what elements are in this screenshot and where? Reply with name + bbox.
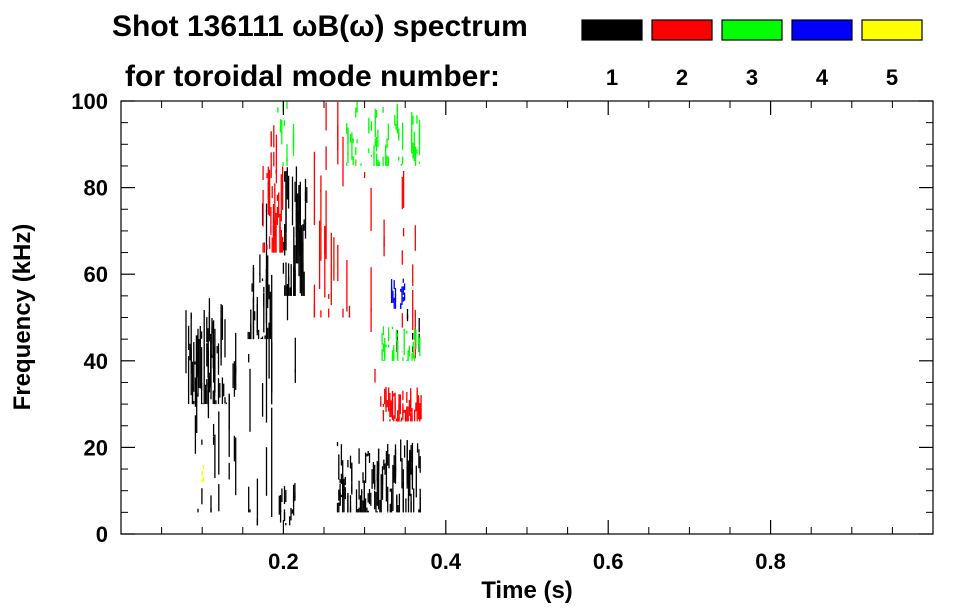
x-tick-label: 0.8 (755, 549, 786, 574)
axes: 0.2 0.4 0.6 0.8 0 20 40 60 80 100 (71, 89, 933, 574)
y-axis-label: Frequency (kHz) (9, 224, 36, 411)
legend-swatch-2 (651, 19, 713, 41)
series-n=1 (185, 166, 421, 526)
y-tick-label: 60 (84, 262, 108, 287)
legend-label-5: 5 (886, 65, 898, 90)
series-n=2 (262, 102, 422, 422)
x-axis-label: Time (s) (481, 577, 573, 604)
legend-label-4: 4 (816, 65, 829, 90)
legend-swatch-1 (581, 19, 643, 41)
plot-frame (120, 100, 934, 535)
legend-swatch-3 (721, 19, 783, 41)
legend-label-3: 3 (746, 65, 758, 90)
x-tick-label: 0.6 (593, 549, 624, 574)
legend: 1 2 3 4 5 (581, 19, 923, 90)
series-n=4 (390, 278, 406, 309)
legend-swatch-4 (791, 19, 853, 41)
y-tick-label: 80 (84, 176, 108, 201)
chart-title-line1: Shot 136111 ωB(ω) spectrum (112, 10, 528, 43)
legend-label-1: 1 (606, 65, 618, 90)
x-tick-label: 0.2 (268, 549, 299, 574)
spectrum-data (185, 101, 422, 526)
y-tick-label: 40 (84, 349, 108, 374)
y-tick-label: 0 (96, 522, 108, 547)
x-tick-label: 0.4 (431, 549, 462, 574)
legend-swatch-5 (861, 19, 923, 41)
chart-title-line2: for toroidal mode number: (125, 60, 500, 93)
y-tick-label: 100 (71, 89, 108, 114)
series-n=5 (201, 465, 205, 482)
legend-label-2: 2 (676, 65, 688, 90)
series-n=3 (277, 101, 421, 361)
y-tick-label: 20 (84, 435, 108, 460)
